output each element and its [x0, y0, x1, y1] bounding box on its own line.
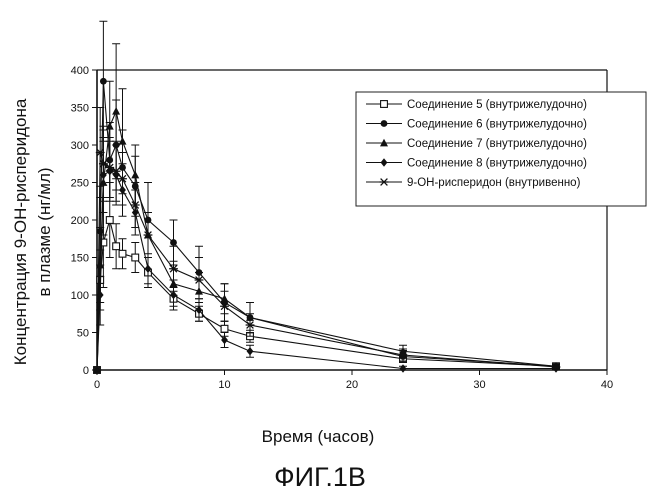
data-point — [106, 217, 113, 224]
x-tick-label: 0 — [94, 379, 100, 391]
data-point — [400, 364, 407, 372]
y-tick-label: 300 — [71, 140, 89, 152]
data-point — [221, 325, 228, 332]
y-tick-label: 250 — [71, 178, 89, 190]
y-tick-label: 200 — [71, 215, 89, 227]
x-tick-label: 10 — [218, 379, 230, 391]
x-axis-label: Время (часов) — [262, 427, 375, 446]
x-tick-label: 20 — [346, 379, 358, 391]
y-tick-label: 400 — [71, 65, 89, 77]
series-group — [94, 183, 560, 374]
y-tick-label: 100 — [71, 290, 89, 302]
data-point — [170, 239, 177, 246]
y-axis-label-line-1: Концентрация 9-ОН-рисперидона — [11, 98, 30, 365]
x-tick-label: 40 — [601, 379, 613, 391]
legend-entry-label: Соединение 6 (внутрижелудочно) — [407, 119, 587, 131]
series-line — [97, 220, 556, 370]
x-tick-label: 30 — [473, 379, 485, 391]
legend-entry-label: 9-ОН-рисперидон (внутривенно) — [407, 177, 581, 189]
data-point — [247, 347, 254, 355]
y-tick-label: 150 — [71, 253, 89, 265]
data-point — [132, 254, 139, 261]
y-tick-label: 350 — [71, 103, 89, 115]
y-axis-label-line-2: в плазме (нг/мл) — [35, 167, 54, 296]
legend-entry-label: Соединение 7 (внутрижелудочно) — [407, 138, 587, 150]
data-point — [113, 243, 120, 250]
legend-entry-label: Соединение 5 (внутрижелудочно) — [407, 99, 587, 111]
legend-marker — [381, 101, 388, 108]
legend-entry-label: Соединение 8 (внутрижелудочно) — [407, 158, 587, 170]
data-point — [119, 250, 126, 257]
figure-caption: ФИГ.1B — [274, 462, 366, 492]
data-point — [112, 107, 120, 115]
y-tick-label: 50 — [77, 328, 89, 340]
y-tick-label: 0 — [83, 365, 89, 377]
legend-marker — [381, 120, 388, 127]
data-point — [131, 171, 139, 179]
